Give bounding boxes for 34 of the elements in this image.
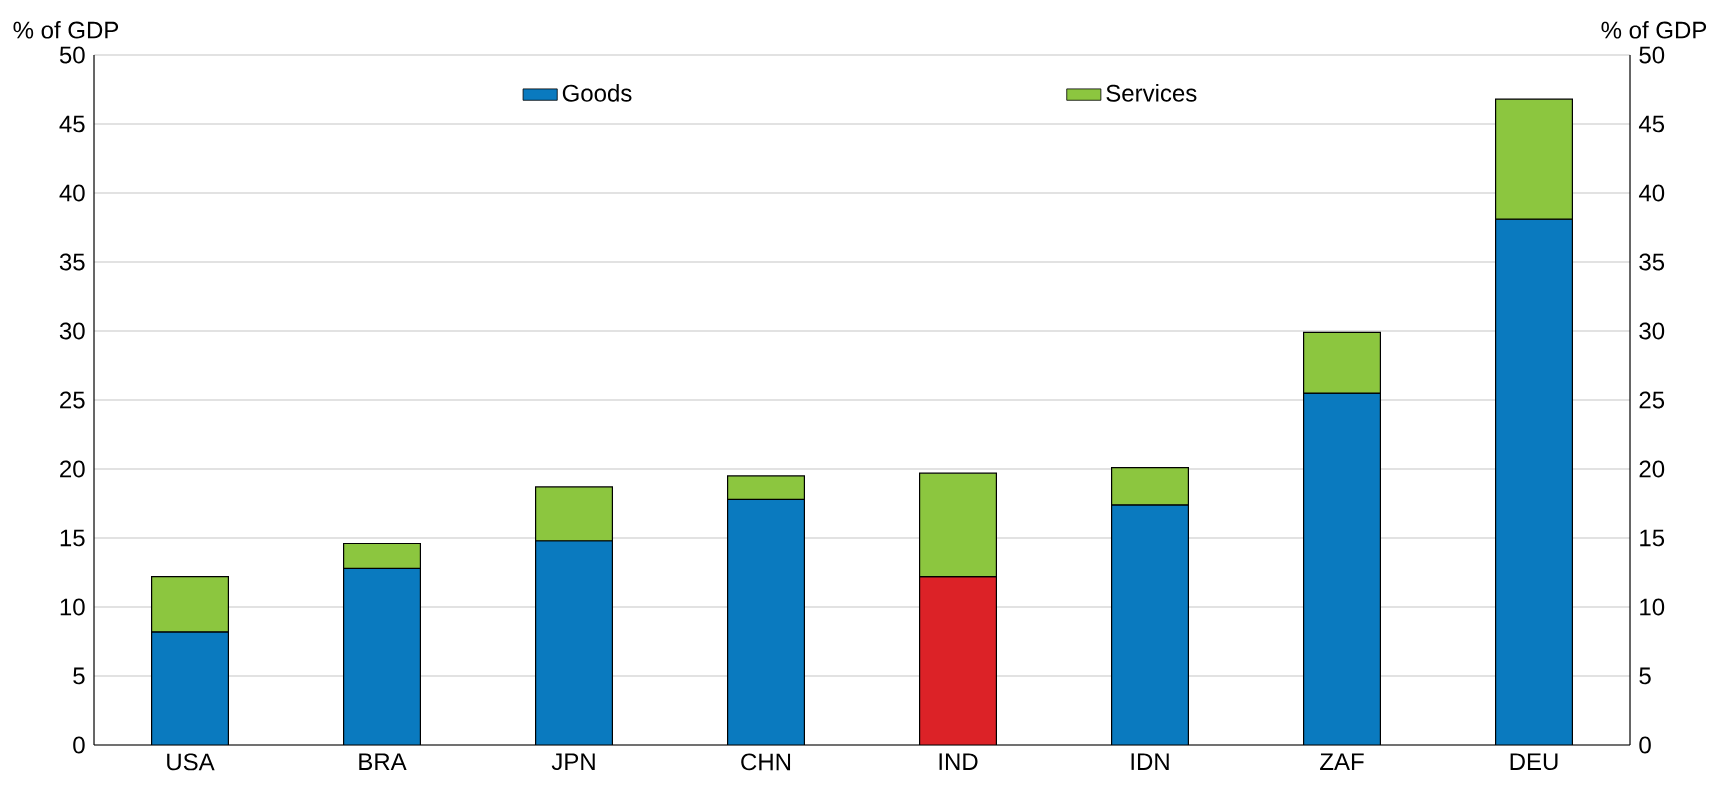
y-tick-label: 35 [59,253,85,271]
x-tick-label: BRA [359,753,407,770]
y2-tick-label: 40 [1638,184,1665,202]
y2-tick-label: 15 [1640,529,1665,547]
legend-label: Services [1106,84,1197,102]
y2-tick-label: 0 [1639,736,1651,754]
y-axis-title: % of GDP [13,20,119,39]
x-tick-label: ZAF [1320,753,1364,770]
x-tick-label: CHN [741,753,791,771]
y-tick-label: 40 [59,184,85,202]
y2-tick-label: 30 [1639,322,1665,340]
y-tick-label: 10 [60,598,85,616]
y2-tick-label: 5 [1639,667,1651,685]
y2-tick-label: 20 [1639,460,1665,478]
y-tick-label: 5 [73,667,85,685]
y2-tick-label: 25 [1639,391,1665,409]
x-tick-label: USA [167,753,215,771]
y-tick-label: 20 [60,460,85,478]
y2-tick-label: 35 [1639,253,1665,271]
x-tick-label: IDN [1131,753,1169,770]
legend-label: Goods [562,84,632,102]
x-tick-label: DEU [1510,753,1558,771]
x-tick-label: IND [939,753,978,770]
y2-tick-label: 50 [1639,46,1665,64]
y2-tick-label: 45 [1638,115,1665,133]
y-tick-label: 30 [59,322,85,340]
y-tick-label: 15 [60,529,85,547]
y-tick-label: 0 [73,736,85,754]
y-tick-label: 25 [60,391,85,409]
x-tick-label: JPN [551,753,595,771]
y2-axis-title: % of GDP [1601,20,1707,39]
y-tick-label: 45 [59,115,85,133]
y2-tick-label: 10 [1640,598,1665,616]
y-tick-label: 50 [59,46,85,64]
